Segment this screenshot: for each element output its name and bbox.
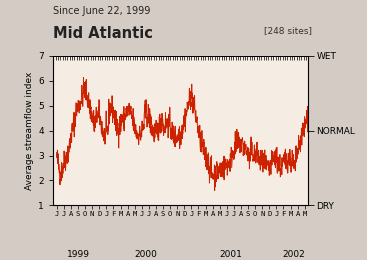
Text: Mid Atlantic: Mid Atlantic	[53, 26, 153, 41]
Y-axis label: Average streamflow index: Average streamflow index	[25, 72, 34, 190]
Text: Since June 22, 1999: Since June 22, 1999	[53, 6, 150, 16]
Text: [248 sites]: [248 sites]	[264, 26, 312, 35]
Text: 2000: 2000	[134, 250, 157, 259]
Text: 2002: 2002	[283, 250, 305, 259]
Text: 2001: 2001	[219, 250, 242, 259]
Text: 1999: 1999	[66, 250, 90, 259]
